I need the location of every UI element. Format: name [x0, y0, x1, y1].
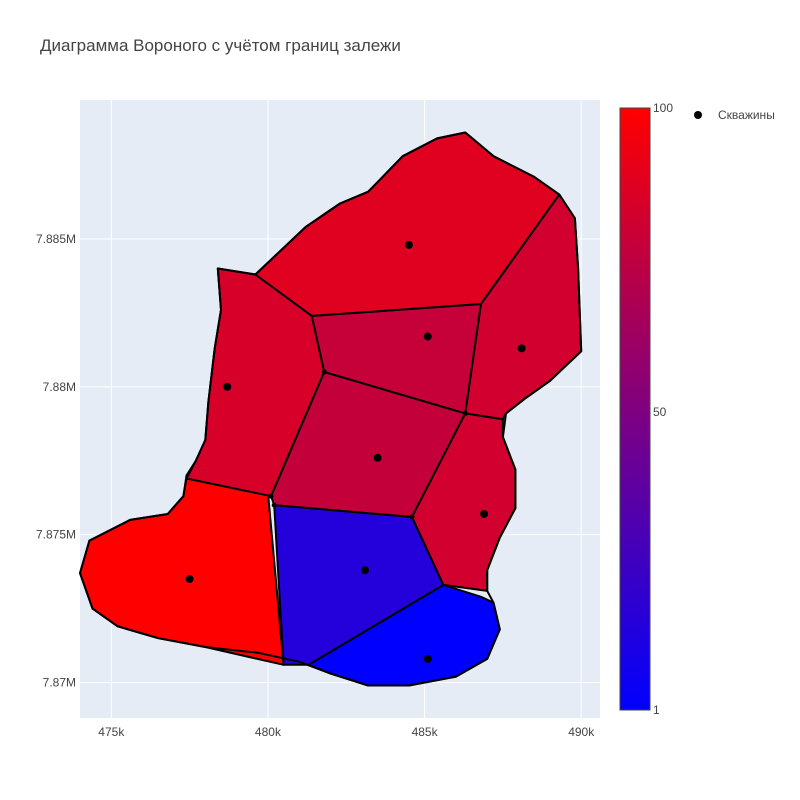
boundary-outline — [79, 131, 583, 687]
well-point-7 — [480, 509, 489, 518]
y-tick-label: 7.875M — [36, 528, 76, 542]
well-point-5 — [517, 344, 526, 353]
well-point-6 — [373, 453, 382, 462]
chart-title: Диаграмма Вороного с учётом границ залеж… — [40, 36, 401, 55]
voronoi-vertex — [271, 502, 277, 508]
well-points — [185, 240, 526, 663]
y-tick-label: 7.87M — [43, 676, 76, 690]
well-point-9 — [423, 654, 432, 663]
voronoi-vertices — [268, 369, 468, 520]
well-point-8 — [361, 566, 370, 575]
x-tick-label: 485k — [412, 725, 439, 739]
legend-marker — [694, 111, 702, 119]
voronoi-vertex — [409, 514, 415, 520]
colorbar-tick-label: 100 — [653, 101, 673, 115]
x-tick-label: 480k — [255, 725, 282, 739]
x-tick-label: 475k — [98, 725, 125, 739]
well-point-2 — [223, 382, 232, 391]
x-tick-label: 490k — [568, 725, 595, 739]
x-axis-ticks: 475k 480k 485k 490k — [98, 725, 595, 739]
y-axis-ticks: 7.87M 7.875M 7.88M 7.885M — [36, 232, 76, 690]
well-point-4 — [423, 332, 432, 341]
voronoi-vertex — [462, 410, 468, 416]
colorbar-ticks: 1 50 100 — [653, 101, 673, 717]
voronoi-cells — [79, 131, 583, 687]
colorbar-tick-label: 50 — [653, 405, 667, 419]
legend[interactable]: Скважины — [694, 108, 775, 122]
y-tick-label: 7.885M — [36, 232, 76, 246]
well-point-1 — [185, 575, 194, 584]
legend-entry-wells: Скважины — [718, 108, 775, 122]
y-tick-label: 7.88M — [43, 380, 76, 394]
voronoi-vertex — [321, 369, 327, 375]
deposit-boundary — [79, 131, 583, 687]
well-point-3 — [404, 240, 413, 249]
voronoi-vertex — [268, 493, 274, 499]
colorbar-tick-label: 1 — [653, 703, 660, 717]
colorbar — [619, 107, 651, 711]
